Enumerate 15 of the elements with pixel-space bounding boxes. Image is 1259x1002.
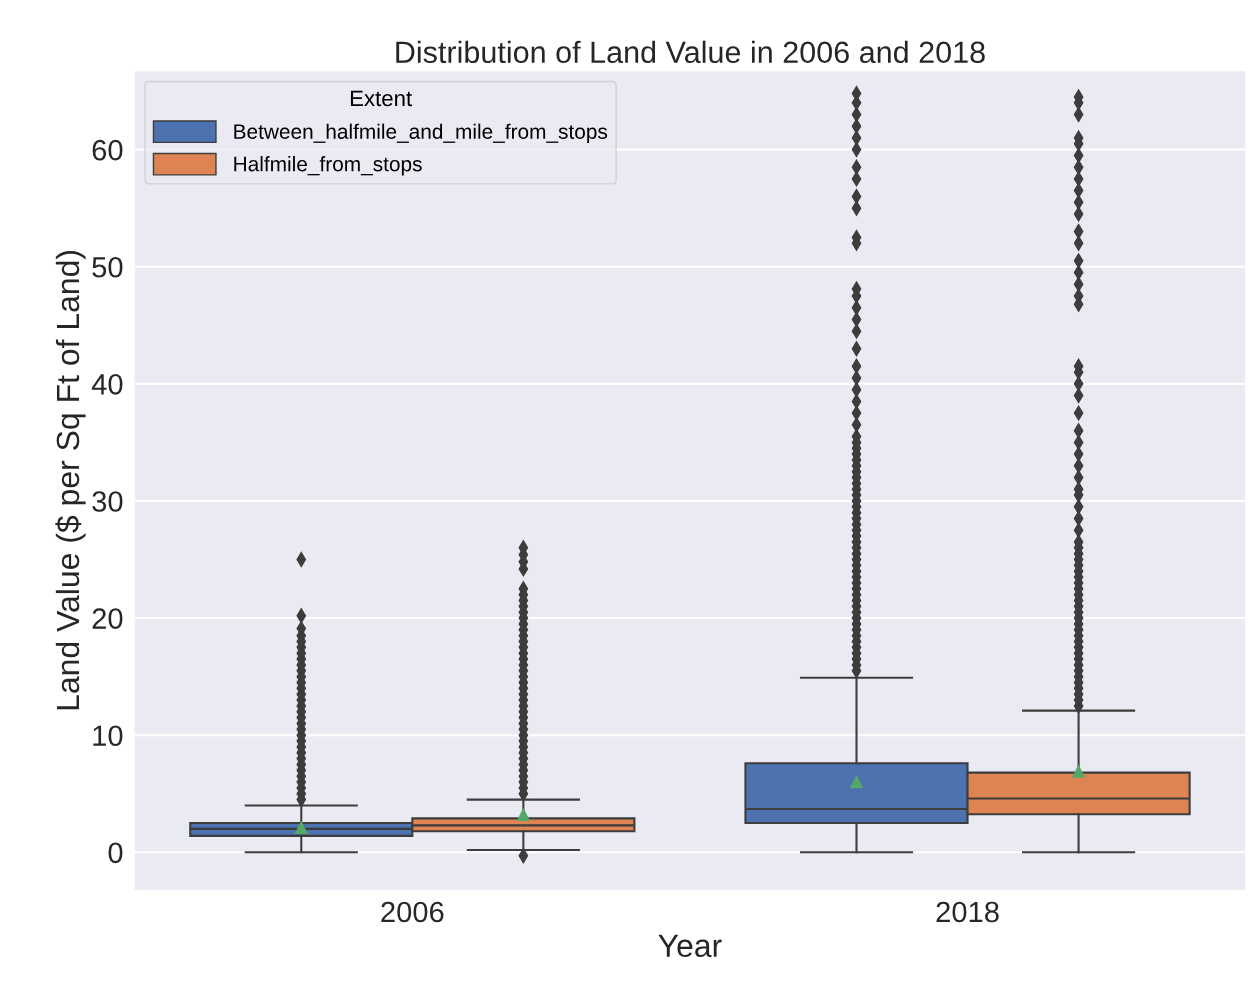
y-tick-label: 0	[108, 842, 123, 864]
y-tick-label: 50	[92, 256, 123, 278]
x-tick-label: 2006	[381, 901, 444, 923]
legend-title: Extent	[350, 90, 412, 107]
x-axis-title: Year	[658, 934, 722, 958]
y-tick-label: 30	[92, 491, 123, 512]
chart-title: Distribution of Land Value in 2006 and 2018	[396, 40, 985, 64]
y-tick-label: 60	[92, 139, 123, 161]
y-tick-label: 10	[93, 725, 123, 747]
legend-label: Halfmile_from_stops	[234, 156, 422, 176]
y-tick-label: 20	[92, 608, 123, 629]
y-axis-title: Land Value ($ per Sq Ft of Land)	[55, 250, 86, 710]
x-tick-label: 2018	[936, 901, 999, 923]
y-tick-label: 40	[91, 374, 123, 395]
legend-label: Between_halfmile_and_mile_from_stops	[234, 123, 608, 144]
